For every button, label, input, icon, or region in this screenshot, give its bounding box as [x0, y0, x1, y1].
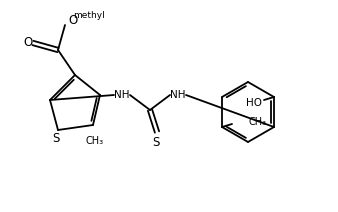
Text: methyl: methyl: [73, 11, 105, 21]
Text: S: S: [152, 135, 160, 148]
Text: O: O: [23, 36, 33, 49]
Text: NH: NH: [170, 90, 186, 100]
Text: S: S: [52, 131, 60, 145]
Text: CH₃: CH₃: [86, 136, 104, 146]
Text: CH₃: CH₃: [248, 117, 266, 127]
Text: O: O: [68, 14, 78, 26]
Text: NH: NH: [114, 90, 130, 100]
Text: HO: HO: [246, 98, 262, 108]
